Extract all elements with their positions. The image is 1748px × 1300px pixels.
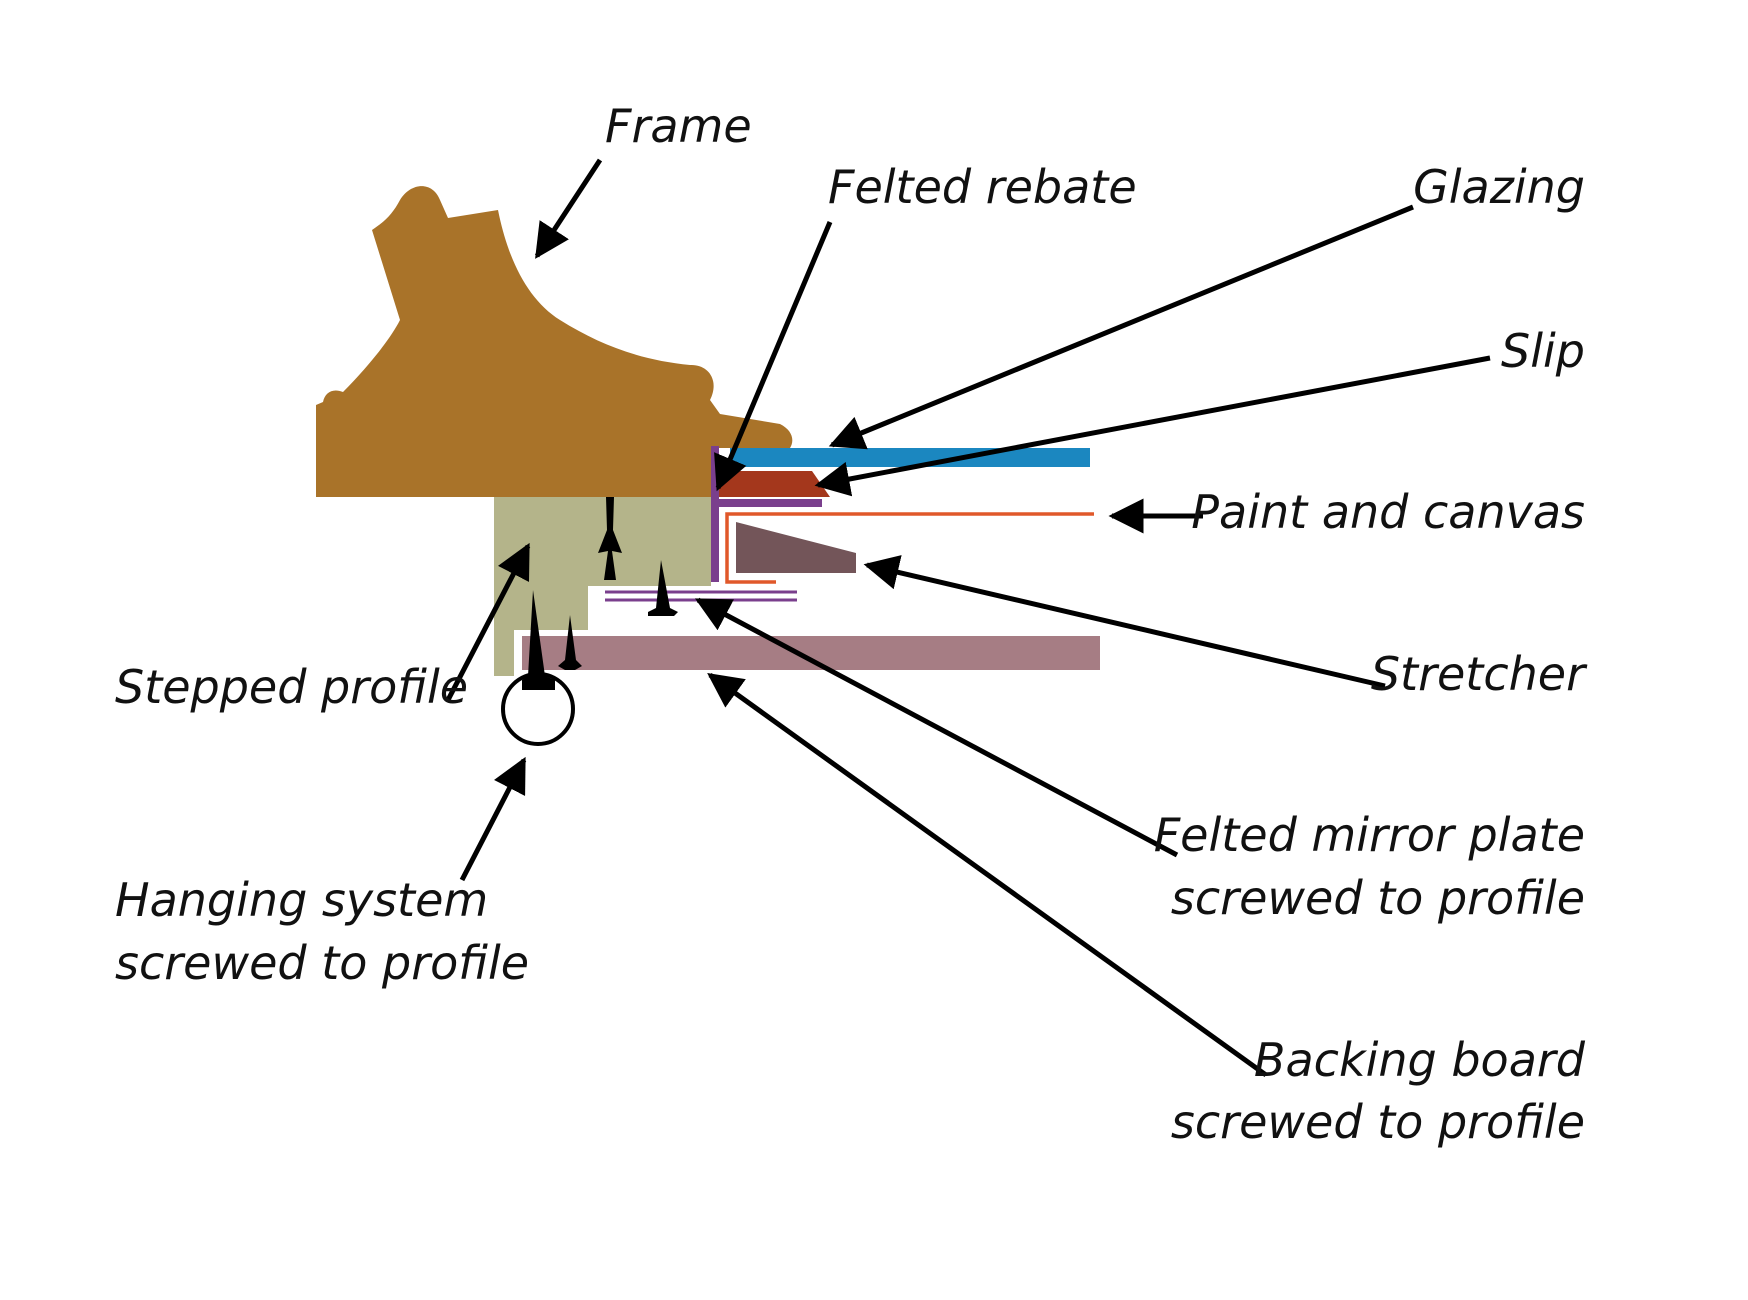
- slip: [719, 471, 830, 497]
- backing-board-arrow: [707, 672, 1268, 1078]
- frame-screw: [598, 497, 622, 580]
- paint-and-canvas: [725, 512, 1094, 584]
- slip-arrow: [814, 355, 1491, 497]
- label-felted-rebate: Felted rebate: [828, 160, 1137, 214]
- stretcher: [736, 522, 856, 573]
- backing-board-screw: [558, 615, 582, 670]
- label-paint-and-canvas: Paint and canvas: [1191, 485, 1585, 539]
- label-stepped-profile: Stepped profile: [115, 660, 468, 714]
- frame-moulding: [316, 186, 793, 497]
- glazing: [730, 448, 1090, 467]
- glazing-arrow: [828, 204, 1414, 450]
- label-glazing: Glazing: [1413, 160, 1585, 214]
- felted-mirror-plate-arrow: [694, 597, 1179, 858]
- label-stretcher: Stretcher: [1371, 647, 1588, 701]
- label-frame: Frame: [605, 99, 752, 153]
- label-felted-mirror-plate-line1: Felted mirror plate: [1154, 808, 1585, 862]
- frame-arrow: [534, 158, 603, 259]
- stepped-profile: [494, 497, 711, 676]
- felted-rebate-arrow: [714, 221, 833, 492]
- label-backing-board-line1: Backing board: [1254, 1033, 1586, 1087]
- label-hanging-system-line2: screwed to profile: [115, 936, 529, 990]
- backing-board: [522, 636, 1100, 670]
- label-felted-mirror-plate-line2: screwed to profile: [1171, 871, 1585, 925]
- hanging-system-arrow: [459, 756, 527, 882]
- mirror-plate-screw: [648, 560, 678, 616]
- label-backing-board-line2: screwed to profile: [1171, 1095, 1585, 1149]
- stretcher-arrow: [863, 555, 1386, 689]
- label-slip: Slip: [1501, 324, 1585, 378]
- hanging-ring: [501, 672, 575, 746]
- stepped-profile-arrow: [445, 542, 531, 702]
- hanging-screw: [522, 590, 555, 690]
- label-hanging-system-line1: Hanging system: [115, 873, 488, 927]
